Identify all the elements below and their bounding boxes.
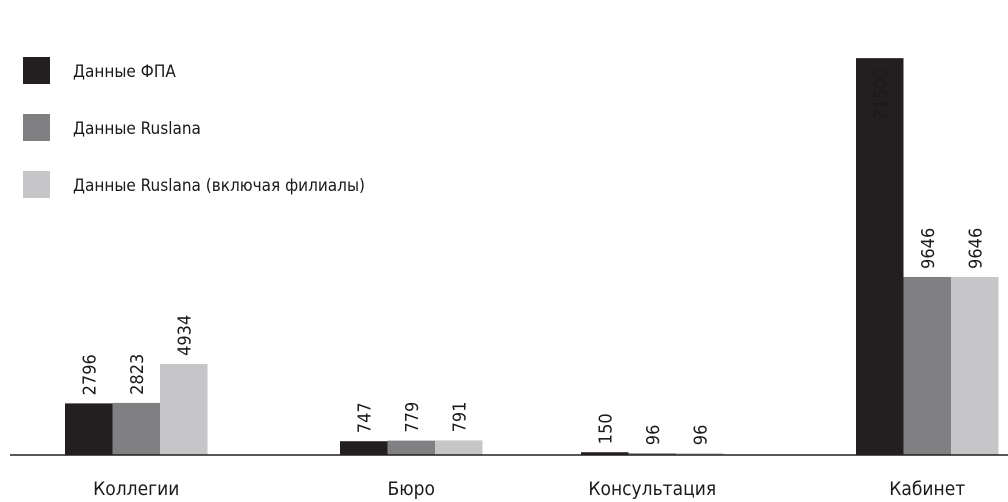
bar-0-1 xyxy=(112,402,160,455)
data-label-0-2: 4934 xyxy=(175,315,196,356)
bar-3-2 xyxy=(951,276,999,455)
legend-swatch-2 xyxy=(23,171,50,198)
data-label-1-0: 747 xyxy=(355,402,376,433)
bar-2-0 xyxy=(581,452,629,455)
data-label-2-1: 96 xyxy=(643,425,664,446)
bar-2-2 xyxy=(676,453,724,455)
bar-1-1 xyxy=(387,440,435,455)
data-label-2-2: 96 xyxy=(691,425,712,446)
bar-2-1 xyxy=(628,453,676,455)
legend-label-0: Данные ФПА xyxy=(73,62,176,82)
legend-label-2: Данные Ruslana (включая филиалы) xyxy=(73,176,365,196)
bar-0-2 xyxy=(160,363,208,455)
bar-1-2 xyxy=(435,440,483,455)
data-label-3-0: 21500 xyxy=(871,68,892,120)
bar-3-0 xyxy=(856,58,904,455)
legend-swatch-0 xyxy=(23,57,50,84)
category-label-3: Кабинет xyxy=(889,478,965,500)
data-label-3-2: 9646 xyxy=(966,228,987,269)
bar-labels-group: 2796 2823 4934 747 779 791 150 96 96 21500 9646 964… xyxy=(80,68,987,445)
data-label-1-1: 779 xyxy=(402,402,423,433)
legend-swatch-1 xyxy=(23,114,50,141)
data-label-1-2: 791 xyxy=(450,401,471,432)
bar-3-1 xyxy=(903,276,951,455)
category-label-2: Консультация xyxy=(588,478,716,500)
category-labels-group: Коллегии Бюро Консультация Кабинет xyxy=(93,478,965,500)
data-label-0-0: 2796 xyxy=(80,354,101,395)
legend: Данные ФПА Данные Ruslana Данные Ruslana (… xyxy=(23,57,365,198)
category-label-1: Бюро xyxy=(388,478,435,500)
data-label-0-1: 2823 xyxy=(127,354,148,395)
bars-group xyxy=(65,58,999,455)
data-label-2-0: 150 xyxy=(596,413,617,444)
bar-1-0 xyxy=(340,441,388,455)
bar-0-0 xyxy=(65,403,113,455)
data-label-3-1: 9646 xyxy=(918,228,939,269)
category-label-0: Коллегии xyxy=(93,478,179,500)
legend-label-1: Данные Ruslana xyxy=(73,119,201,139)
